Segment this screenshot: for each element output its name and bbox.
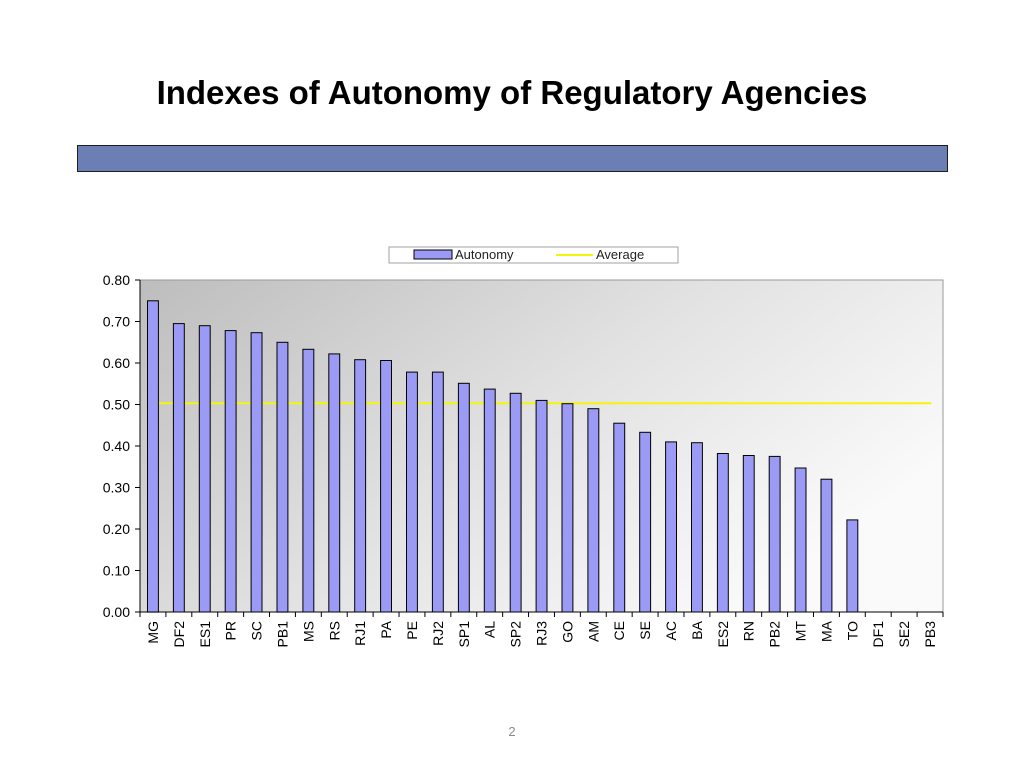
bar-sc (250, 332, 263, 613)
x-tick-label: MA (818, 620, 834, 642)
x-tick-label: PA (378, 620, 394, 638)
x-tick-label: TO (844, 621, 860, 640)
y-tick-label: 0.10 (103, 563, 130, 579)
legend-swatch-autonomy (413, 249, 453, 260)
y-tick-label: 0.00 (103, 604, 130, 620)
bar-df2 (172, 323, 185, 613)
y-tick-label: 0.60 (103, 355, 130, 371)
y-tick-label: 0.40 (103, 438, 130, 454)
x-tick-label: DF2 (171, 621, 187, 648)
x-tick-label: AM (585, 621, 601, 642)
bar-pr (224, 330, 237, 613)
x-tick-label: PB2 (767, 621, 783, 648)
x-tick-label: SE (637, 621, 653, 640)
slide-title: Indexes of Autonomy of Regulatory Agenci… (156, 74, 868, 111)
x-tick-label: PB1 (275, 621, 291, 648)
legend-label-average: Average (596, 247, 644, 262)
bar-mg (147, 300, 159, 613)
bar-pa (380, 360, 393, 613)
x-tick-label: SP1 (456, 621, 472, 648)
bar-ms (302, 348, 315, 613)
bar-ac (665, 441, 677, 613)
x-tick-label: GO (559, 621, 575, 643)
page-number: 2 (508, 724, 516, 739)
y-tick-label: 0.80 (103, 272, 130, 288)
x-tick-label: RJ1 (352, 621, 368, 646)
bar-al (483, 388, 496, 613)
x-tick-label: MT (793, 621, 809, 642)
bar-pb2 (768, 455, 781, 613)
y-tick-label: 0.20 (103, 521, 130, 537)
bar-am (587, 408, 600, 613)
bar-es1 (198, 325, 211, 613)
bar-mt (794, 467, 807, 613)
bar-sp2 (509, 392, 522, 613)
x-tick-label: RJ3 (534, 621, 550, 646)
x-tick-label: PB3 (922, 621, 938, 648)
bar-es2 (716, 453, 729, 613)
bar-rj3 (535, 399, 548, 613)
x-tick-label: CE (611, 621, 627, 640)
x-tick-label: SP2 (508, 621, 524, 648)
x-tick-label: DF1 (870, 621, 886, 648)
y-tick-label: 0.30 (103, 480, 130, 496)
bar-go (561, 403, 574, 613)
y-tick-label: 0.70 (103, 314, 130, 330)
x-tick-label: MS (300, 621, 316, 642)
x-tick-label: ES1 (197, 621, 213, 648)
title-banner-bar (77, 145, 948, 172)
x-tick-label: AL (482, 621, 498, 638)
x-tick-label: RJ2 (430, 621, 446, 646)
x-tick-label: PE (404, 621, 420, 640)
bar-rs (328, 353, 341, 613)
bar-ba (691, 442, 703, 613)
legend: Autonomy Average (388, 246, 679, 264)
bar-to (846, 519, 859, 613)
bar-rn (742, 455, 755, 613)
x-tick-label: ES2 (715, 621, 731, 648)
bar-ce (613, 422, 626, 613)
x-tick-label: RN (741, 621, 757, 641)
y-tick-label: 0.50 (103, 397, 130, 413)
x-tick-label: AC (663, 621, 679, 640)
x-tick-label: SE2 (896, 621, 912, 648)
x-tick-label: SC (249, 621, 265, 640)
x-tick-label: MG (145, 621, 161, 644)
bar-pe (406, 371, 418, 613)
x-tick-label: PR (223, 621, 239, 640)
bar-pb1 (276, 341, 289, 613)
x-tick-label: BA (689, 620, 705, 639)
bar-sp1 (457, 382, 470, 613)
x-tick-label: RS (326, 621, 342, 640)
bar-rj1 (354, 359, 367, 613)
bar-se (639, 431, 652, 613)
bar-ma (820, 478, 833, 613)
legend-label-autonomy: Autonomy (455, 247, 514, 262)
bar-rj2 (431, 371, 444, 613)
